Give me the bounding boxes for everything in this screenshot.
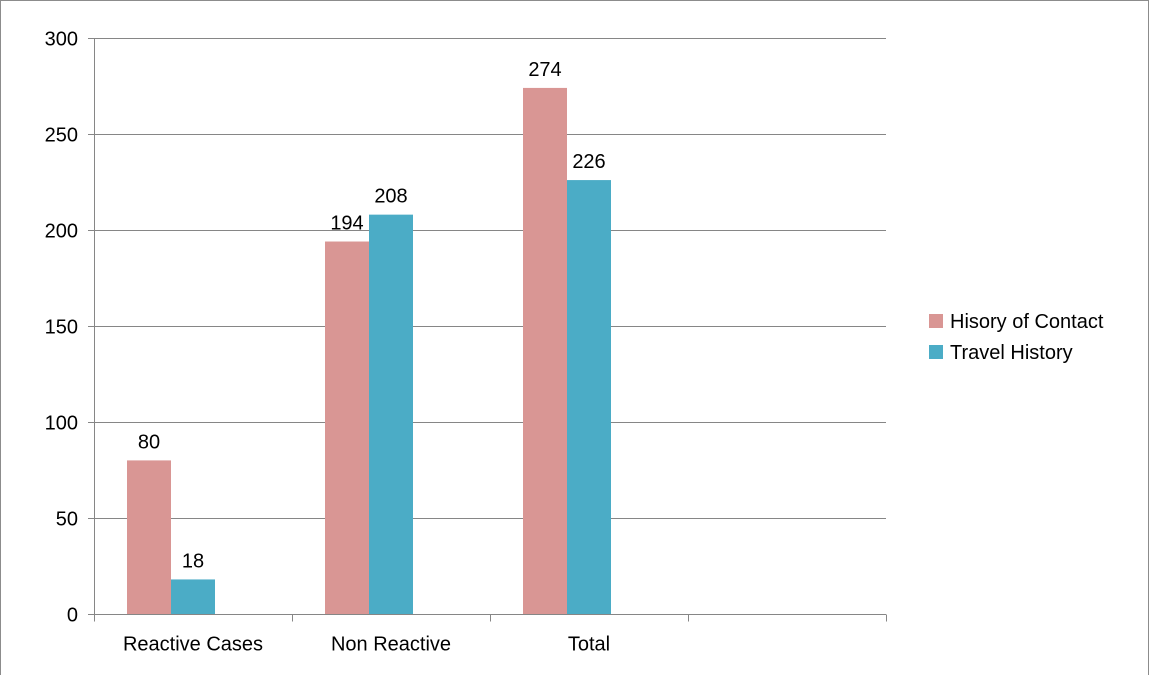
y-tick-label: 50 — [56, 509, 78, 531]
data-label: 194 — [330, 213, 363, 235]
bar-history-of-contact — [127, 460, 171, 614]
legend-label: Travel History — [950, 342, 1073, 364]
legend: Hisory of Contact Travel History — [929, 311, 1104, 364]
bar-travel-history — [567, 180, 611, 614]
bar-history-of-contact — [325, 241, 369, 614]
y-tick-label: 100 — [45, 413, 78, 435]
data-labels: 80 18 194 208 274 226 — [138, 59, 606, 573]
y-tick-label: 300 — [45, 29, 78, 51]
x-axis-tick-labels: Reactive Cases Non Reactive Total — [123, 634, 610, 656]
data-label: 208 — [374, 186, 407, 208]
bars — [127, 87, 611, 615]
data-label: 80 — [138, 431, 160, 453]
y-tick-label: 200 — [45, 221, 78, 243]
bar-history-of-contact — [523, 87, 567, 615]
x-axis — [88, 38, 887, 622]
y-axis-tick-labels: 0 50 100 150 200 250 300 — [45, 29, 78, 627]
data-label: 274 — [528, 59, 561, 81]
bar-travel-history — [369, 214, 413, 614]
gridlines — [88, 38, 886, 519]
bar-travel-history — [171, 579, 215, 614]
legend-swatch — [929, 314, 943, 328]
y-tick-label: 150 — [45, 317, 78, 339]
data-label: 226 — [572, 151, 605, 173]
legend-swatch — [929, 345, 943, 359]
x-tick-label: Total — [568, 634, 610, 656]
x-tick-label: Reactive Cases — [123, 634, 263, 656]
y-tick-label: 250 — [45, 125, 78, 147]
y-tick-label: 0 — [67, 605, 78, 627]
legend-label: Hisory of Contact — [950, 311, 1104, 333]
x-tick-label: Non Reactive — [331, 634, 451, 656]
data-label: 18 — [182, 550, 204, 572]
